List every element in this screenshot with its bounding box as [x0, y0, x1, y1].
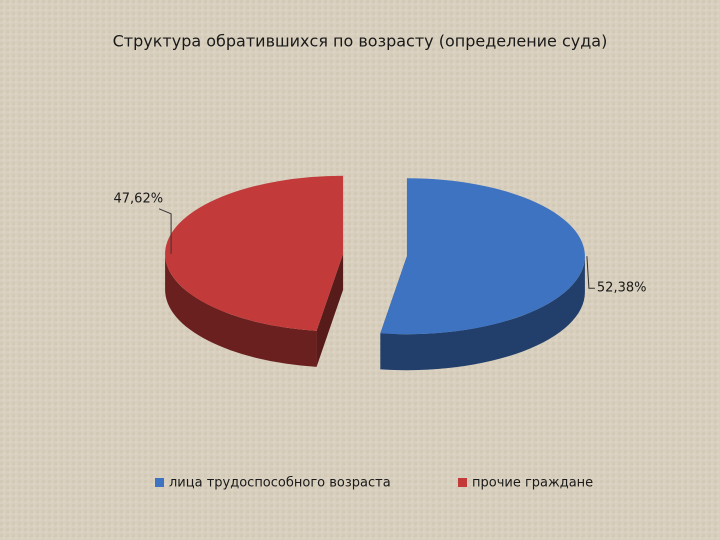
legend-label: лица трудоспособного возраста — [169, 476, 391, 491]
slice-side — [380, 256, 585, 371]
chart-title: Структура обратившихся по возрасту (опре… — [113, 32, 608, 51]
legend: лица трудоспособного возраста прочие граж… — [155, 476, 593, 491]
data-label: 52,38% — [597, 281, 647, 296]
legend-swatch — [458, 478, 467, 487]
leader-line — [586, 256, 595, 289]
legend-label: прочие граждане — [472, 476, 593, 491]
pie: 52,38% 47,62% — [114, 175, 647, 371]
slice-side — [165, 253, 317, 367]
data-label: 47,62% — [114, 191, 164, 206]
slice — [380, 178, 585, 335]
slice — [165, 175, 344, 331]
leader-line — [158, 208, 172, 254]
slice-cut-face — [316, 253, 344, 367]
legend-swatch — [155, 478, 164, 487]
